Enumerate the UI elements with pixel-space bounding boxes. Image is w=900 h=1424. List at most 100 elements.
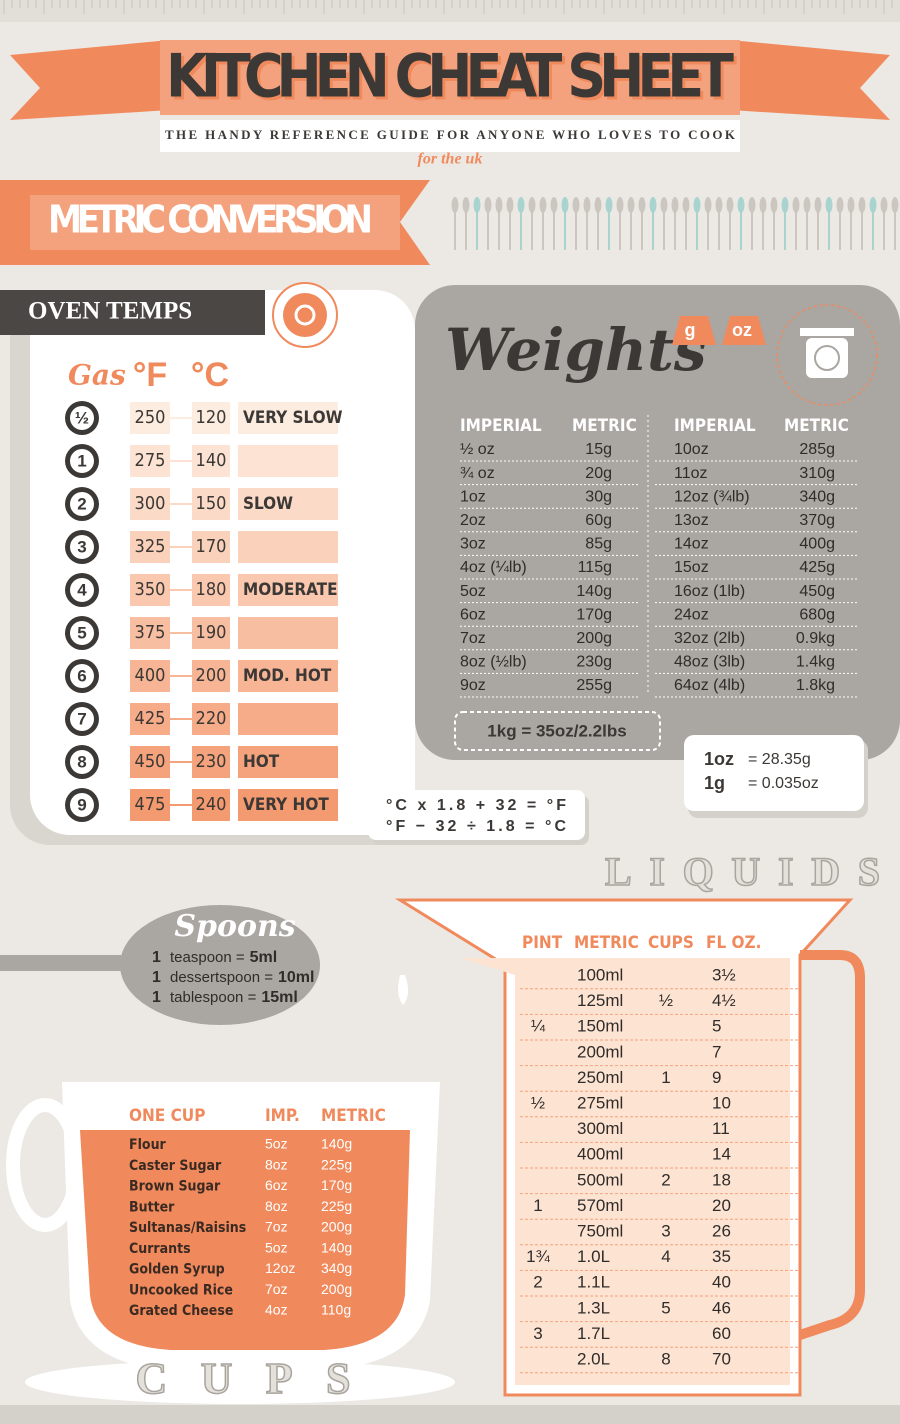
deco-spoon-stem <box>817 212 819 250</box>
deco-spoon-head <box>682 197 690 213</box>
oven-c: 200 <box>196 665 227 686</box>
subtitle-band <box>160 120 740 152</box>
oven-row-bg <box>192 746 230 778</box>
oven-row-bg <box>192 402 230 434</box>
oven-f: 300 <box>135 493 166 514</box>
liquids-cell: 9 <box>712 1068 721 1087</box>
ribbon-right <box>730 40 890 120</box>
cups-header: IMP. <box>265 1106 300 1126</box>
liquids-cell: 14 <box>712 1145 731 1164</box>
liquids-cell: 40 <box>712 1273 731 1292</box>
weights-cell: 32oz (2lb) <box>674 630 745 647</box>
oven-f: 350 <box>135 579 166 600</box>
weights-cell: ¾ oz <box>460 465 495 482</box>
deco-spoon-stem <box>718 212 720 250</box>
oven-label: VERY SLOW <box>243 408 343 428</box>
deco-spoon-stem <box>608 212 610 250</box>
deco-spoon-head <box>858 197 866 213</box>
liquids-cell: 500ml <box>577 1170 623 1189</box>
deco-spoon-stem <box>773 212 775 250</box>
oven-c: 240 <box>196 794 227 815</box>
scale-dial <box>814 345 840 371</box>
cups-cell: 5oz <box>265 1239 288 1255</box>
weights-note: 1kg = 35oz/2.2lbs <box>487 721 626 740</box>
liquids-cell: 1.1L <box>577 1273 610 1292</box>
deco-spoon-stem <box>619 212 621 250</box>
weights-header: METRIC <box>784 416 849 436</box>
liquids-cell: 3 <box>533 1324 542 1343</box>
weights-cell: 60g <box>585 512 612 529</box>
oven-row-bg <box>238 402 338 434</box>
liquids-cell: 20 <box>712 1196 731 1215</box>
spoon-qty: 1 <box>152 949 161 966</box>
deco-spoon-stem <box>784 212 786 250</box>
deco-spoon-stem <box>542 212 544 250</box>
oven-row-bg <box>238 746 338 778</box>
oven-row-bg <box>238 617 338 649</box>
deco-spoon-head <box>759 197 767 213</box>
gas-mark <box>70 707 94 731</box>
deco-spoon-head <box>506 197 514 213</box>
deco-spoon-head <box>781 197 789 213</box>
deco-spoon-head <box>693 197 701 213</box>
saucer <box>25 1360 455 1404</box>
gas-mark-label: 9 <box>77 795 86 814</box>
oven-row-bg <box>238 703 338 735</box>
cups-cell: Brown Sugar <box>129 1179 221 1195</box>
weights-cell: 24oz <box>674 606 709 623</box>
scale-ring <box>776 304 878 406</box>
oven-label: VERY HOT <box>243 795 329 815</box>
liquids-cell: 100ml <box>577 965 623 984</box>
deco-spoon-head <box>572 197 580 213</box>
deco-spoon-head <box>726 197 734 213</box>
deco-spoon-stem <box>872 212 874 250</box>
cup-liquid <box>80 1130 410 1350</box>
deco-spoon-stem <box>729 212 731 250</box>
oven-f: 250 <box>135 407 166 428</box>
weights-cell: 200g <box>576 630 612 647</box>
liquids-cell: 200ml <box>577 1042 623 1061</box>
liquids-cell: 2.0L <box>577 1349 610 1368</box>
oven-row-bg <box>192 617 230 649</box>
ruler-ticks <box>3 0 893 14</box>
liquids-cell: 26 <box>712 1221 731 1240</box>
deco-spoon-stem <box>476 212 478 250</box>
oven-c: 190 <box>196 622 227 643</box>
oven-c: 180 <box>196 579 227 600</box>
weights-cell: 255g <box>576 677 612 694</box>
liquids-cell: 125ml <box>577 991 623 1010</box>
oven-row-bg <box>130 789 170 821</box>
equiv-value: = 28.35g <box>748 751 811 768</box>
oven-row-bg <box>130 617 170 649</box>
oven-row-bg <box>238 445 338 477</box>
liquids-cell: 5 <box>712 1017 721 1036</box>
weights-cell: 11oz <box>674 465 708 482</box>
deco-spoon-head <box>627 197 635 213</box>
deco-spoon-stem <box>520 212 522 250</box>
weights-cell: 20g <box>585 465 612 482</box>
oven-c: 230 <box>196 751 227 772</box>
liquids-cell: 1.7L <box>577 1324 610 1343</box>
footer-band <box>0 1405 900 1424</box>
oven-title: OVEN TEMPS <box>28 298 192 325</box>
deco-spoon-stem <box>487 212 489 250</box>
deco-spoon-stem <box>553 212 555 250</box>
liquids-cell: 7 <box>712 1042 721 1061</box>
scale-top <box>800 328 854 336</box>
deco-spoon-head <box>462 197 470 213</box>
weights-cell: 400g <box>799 536 835 553</box>
deco-spoon-stem <box>663 212 665 250</box>
cups-cell: 7oz <box>265 1281 288 1297</box>
deco-spoon-head <box>605 197 613 213</box>
deco-spoon-head <box>594 197 602 213</box>
deco-spoon-stem <box>795 212 797 250</box>
deco-spoon-stem <box>498 212 500 250</box>
oven-row-bg <box>192 660 230 692</box>
weights-header: METRIC <box>572 416 637 436</box>
deco-spoon-stem <box>674 212 676 250</box>
liquids-cell: 1.0L <box>577 1247 610 1266</box>
deco-spoon-head <box>836 197 844 213</box>
gas-mark-label: 3 <box>77 537 86 556</box>
